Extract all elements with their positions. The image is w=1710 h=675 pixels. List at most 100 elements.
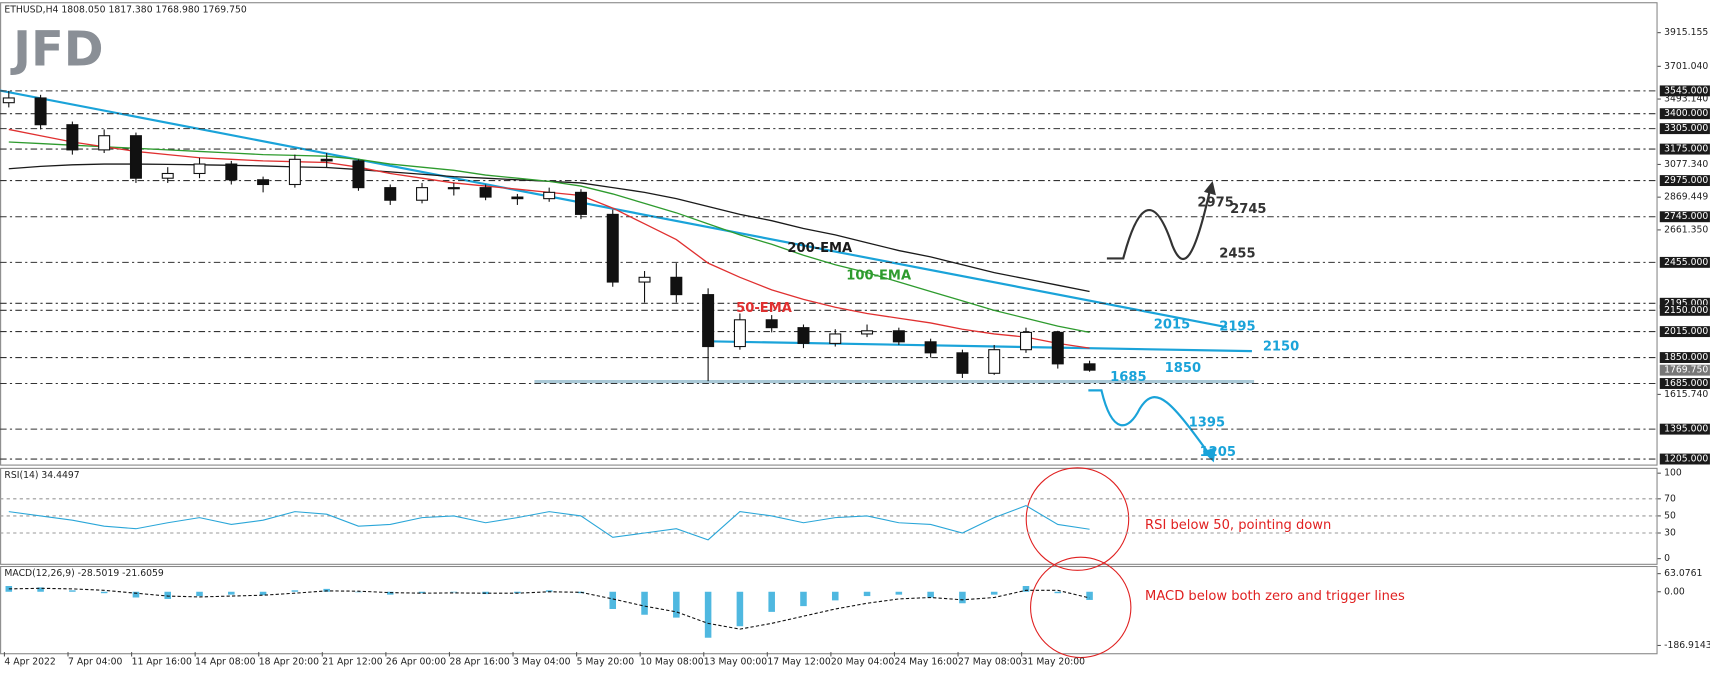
level-label: 3305.000	[1664, 123, 1708, 134]
ema-label: 100-EMA	[846, 268, 912, 283]
candle-body	[670, 276, 683, 296]
price-annotation: 1850	[1165, 361, 1201, 376]
macd-bar	[641, 591, 648, 615]
y-tick-label: 50	[1664, 510, 1676, 521]
macd-bar	[323, 588, 330, 592]
level-label: 2195.000	[1664, 298, 1708, 309]
candle-body	[797, 327, 810, 344]
level-box	[1659, 304, 1710, 316]
macd-bar	[1022, 586, 1030, 592]
x-tick-label: 27 May 08:00	[958, 656, 1022, 667]
candle-body	[98, 135, 111, 151]
candle-body	[479, 187, 492, 198]
level-label: 2975.000	[1664, 175, 1708, 186]
arrow-head	[1203, 181, 1216, 196]
macd-bar	[69, 590, 76, 592]
candle-body	[1051, 331, 1064, 365]
x-tick-label: 13 May 00:00	[704, 656, 768, 667]
rsi-title: RSI(14) 34.4497	[4, 470, 79, 481]
macd-bar	[450, 591, 458, 593]
macd-bar	[1054, 591, 1062, 594]
macd-bar	[5, 586, 13, 592]
level-label: 3175.000	[1664, 144, 1708, 155]
y-tick-label: 3701.040	[1664, 61, 1708, 72]
signal-line	[8, 587, 1090, 630]
level-label: 3545.000	[1664, 85, 1708, 96]
macd-bar	[768, 591, 775, 612]
level-box	[1659, 175, 1710, 187]
price-annotation: 2975	[1197, 195, 1233, 210]
candle-body	[765, 319, 778, 329]
macd-bar	[959, 591, 966, 604]
y-tick-label: 3493.140	[1664, 94, 1708, 105]
price-title: ETHUSD,H4 1808.050 1817.380 1768.980 176…	[4, 4, 246, 15]
rsi-circle	[1025, 467, 1130, 571]
candle-body	[161, 172, 174, 179]
ema-label: 50-EMA	[736, 301, 793, 316]
y-tick-label: 30	[1664, 528, 1676, 539]
y-tick-label: 1615.740	[1664, 389, 1708, 400]
price-annotation: 2745	[1230, 202, 1266, 217]
level-box	[1659, 123, 1710, 135]
x-tick-label: 7 Apr 04:00	[68, 656, 123, 667]
y-tick-label: -186.9143	[1664, 640, 1710, 651]
candle-body	[352, 160, 365, 189]
level-box	[1659, 143, 1710, 155]
logo: JFD	[10, 21, 103, 77]
level-box	[1659, 423, 1710, 435]
bull-path	[1106, 187, 1212, 260]
candle-body	[193, 163, 206, 175]
candle-body	[733, 319, 746, 348]
price-panel	[0, 2, 1658, 466]
x-tick-label: 18 Apr 20:00	[259, 656, 319, 667]
macd-bar	[545, 590, 553, 592]
candle-body	[924, 341, 937, 354]
macd-bar	[386, 591, 394, 595]
candle-body	[606, 213, 619, 283]
level-label: 2015.000	[1664, 326, 1708, 337]
x-tick-label: 26 Apr 00:00	[386, 656, 446, 667]
level-box	[1659, 85, 1710, 97]
price-annotation: 1685	[1110, 370, 1146, 385]
level-box	[1659, 326, 1710, 338]
price-annotation: 2015	[1154, 317, 1190, 332]
y-tick-label: 63.0761	[1664, 568, 1702, 579]
macd-bar	[895, 591, 903, 595]
level-label: 2150.000	[1664, 305, 1708, 316]
candle-body	[1083, 363, 1096, 371]
x-tick-label: 3 May 04:00	[513, 656, 571, 667]
x-tick-label: 28 Apr 16:00	[449, 656, 509, 667]
macd-bar	[1086, 591, 1093, 600]
rsi-line	[8, 505, 1090, 541]
level-label: 2745.000	[1664, 211, 1708, 222]
candle-body	[861, 330, 874, 335]
y-tick-label: 0.00	[1664, 586, 1685, 597]
candle-body	[384, 187, 397, 201]
candle-body	[829, 333, 842, 344]
price-annotation: 1395	[1189, 416, 1225, 431]
level-box	[1659, 453, 1710, 465]
candle-body	[892, 330, 905, 343]
macd-bar	[736, 591, 744, 627]
x-tick-label: 5 May 20:00	[577, 656, 635, 667]
macd-note: MACD below both zero and trigger lines	[1145, 589, 1405, 604]
level-label: 1685.000	[1664, 378, 1708, 389]
level-box	[1659, 378, 1710, 389]
ema-line	[8, 141, 1090, 334]
macd-bar	[609, 591, 617, 609]
candle-body	[574, 191, 587, 215]
candle-body	[511, 196, 524, 200]
macd-bar	[990, 591, 998, 595]
candle-body	[702, 294, 715, 348]
price-annotation: 2150	[1263, 339, 1299, 354]
ema-label: 200-EMA	[787, 241, 853, 256]
macd-bar	[164, 591, 172, 599]
candle-body	[257, 179, 270, 186]
candle-body	[34, 97, 47, 126]
level-box	[1659, 352, 1710, 364]
candle-body	[288, 158, 301, 186]
x-tick-label: 11 Apr 16:00	[132, 656, 192, 667]
